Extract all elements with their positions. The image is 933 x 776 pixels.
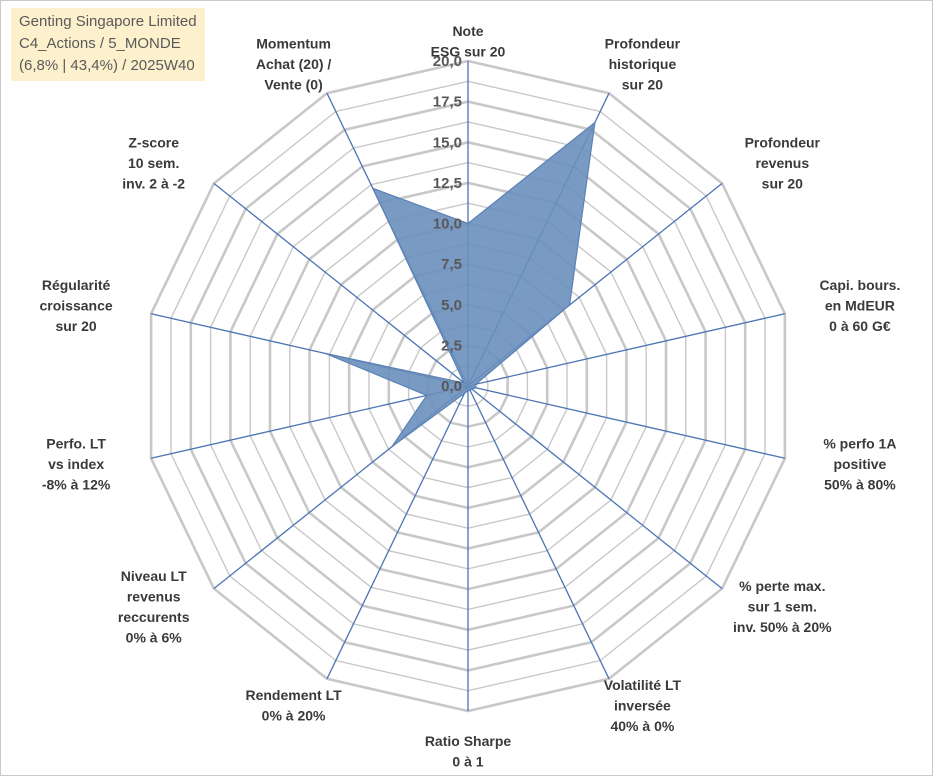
axis-labels: Note ESG sur 20 Profondeur historique sur 20… xyxy=(40,23,901,770)
data-point xyxy=(391,446,393,448)
axis-label-line: -8% à 12% xyxy=(42,477,111,493)
axis-label-line: Rendement LT xyxy=(245,687,342,703)
tick-label: 15,0 xyxy=(433,134,462,151)
axis-label-line: Perfo. LT xyxy=(46,436,106,452)
axis-label-line: % perte max. xyxy=(739,578,825,594)
axis-label-line: 0% à 6% xyxy=(126,630,183,646)
data-point xyxy=(594,121,596,124)
axis-label-line: sur 20 xyxy=(55,318,96,334)
data-series xyxy=(324,121,596,448)
axis-label-line: en MdEUR xyxy=(825,298,895,314)
data-point xyxy=(372,187,374,190)
axis-label: Capi. bours. en MdEUR 0 à 60 G€ xyxy=(819,277,900,334)
axis-label-line: Z-score xyxy=(128,134,179,150)
axis-label: Ratio Sharpe 0 à 1 xyxy=(425,733,512,770)
axis-label: Volatilité LT inversée 40% à 0% xyxy=(604,677,682,734)
axis-label-line: historique xyxy=(609,56,677,72)
tick-label: 12,5 xyxy=(433,175,462,192)
axis-label-line: 10 sem. xyxy=(128,155,179,171)
axis-label-line: revenus xyxy=(755,155,809,171)
axis-label: % perte max. sur 1 sem. inv. 50% à 20% xyxy=(733,578,832,635)
tick-label: 2,5 xyxy=(441,337,462,354)
axis-spoke xyxy=(150,385,469,459)
axis-label-line: 0 à 1 xyxy=(452,754,483,770)
title-line-metrics: (6,8% | 43,4%) / 2025W40 xyxy=(19,57,195,74)
tick-label: 0,0 xyxy=(441,378,462,395)
axis-label-line: ESG sur 20 xyxy=(431,44,506,60)
axis-spoke xyxy=(467,385,723,590)
axis-label-line: Niveau LT xyxy=(121,568,187,584)
axis-label: % perfo 1A positive 50% à 80% xyxy=(823,436,896,493)
axis-label-line: 50% à 80% xyxy=(824,477,896,493)
axis-label-line: Note xyxy=(452,23,483,39)
axis-label: Profondeur historique sur 20 xyxy=(605,36,681,93)
axis-label-line: revenus xyxy=(127,589,181,605)
axis-label-line: Momentum xyxy=(256,36,331,52)
axis-spoke xyxy=(467,313,786,387)
title-line-company: Genting Singapore Limited xyxy=(19,13,197,30)
axis-label-line: Vente (0) xyxy=(264,77,322,93)
axis-spoke xyxy=(467,385,610,680)
axis-label: Régularité croissance sur 20 xyxy=(40,277,113,334)
axis-label-line: reccurents xyxy=(118,609,190,625)
tick-label: 20,0 xyxy=(433,53,462,70)
axis-spoke xyxy=(213,182,469,387)
data-point xyxy=(426,394,428,397)
title-line-category: C4_Actions / 5_MONDE xyxy=(19,35,181,52)
axis-label: Rendement LT 0% à 20% xyxy=(245,687,342,724)
tick-label: 7,5 xyxy=(441,256,462,273)
tick-labels: 0,0 2,5 5,0 7,5 10,0 12,5 15,0 17,5 20,0 xyxy=(433,53,462,395)
axis-label-line: positive xyxy=(833,456,886,472)
axis-label-line: vs index xyxy=(48,456,104,472)
data-point xyxy=(568,304,571,306)
data-point xyxy=(475,387,477,389)
axis-label-line: sur 1 sem. xyxy=(748,599,817,615)
axis-label: Note ESG sur 20 xyxy=(431,23,506,60)
axis-label-line: sur 20 xyxy=(622,77,663,93)
axis-label-line: inv. 50% à 20% xyxy=(733,619,832,635)
data-point xyxy=(469,389,471,392)
axis-label-line: 0 à 60 G€ xyxy=(829,318,891,334)
axis-label-line: Volatilité LT xyxy=(604,677,682,693)
axis-label-line: croissance xyxy=(40,298,113,314)
axis-spoke xyxy=(467,385,786,459)
tick-label: 5,0 xyxy=(441,297,462,314)
axis-label-line: Régularité xyxy=(42,277,111,293)
axis-label: Z-score 10 sem. inv. 2 à -2 xyxy=(122,134,185,191)
axis-label-line: sur 20 xyxy=(762,175,803,191)
axis-label: Niveau LT revenus reccurents 0% à 6% xyxy=(118,568,190,646)
axis-label: Momentum Achat (20) / Vente (0) xyxy=(256,36,332,93)
data-point xyxy=(467,222,469,225)
data-point xyxy=(463,382,466,384)
axis-spoke xyxy=(326,385,469,680)
axis-label: Perfo. LT vs index -8% à 12% xyxy=(42,436,111,493)
axis-label-line: Capi. bours. xyxy=(819,277,900,293)
axis-label-line: 0% à 20% xyxy=(262,708,326,724)
axis-label-line: inv. 2 à -2 xyxy=(122,175,185,191)
axis-label-line: Profondeur xyxy=(605,36,681,52)
axis-label-line: Ratio Sharpe xyxy=(425,733,512,749)
axis-label-line: inversée xyxy=(614,698,671,714)
tick-label: 17,5 xyxy=(433,94,462,111)
data-point xyxy=(471,388,473,390)
chart-title-box: Genting Singapore Limited C4_Actions / 5… xyxy=(11,8,205,81)
axis-label-line: % perfo 1A xyxy=(823,436,896,452)
data-point xyxy=(467,390,469,392)
axis-label-line: Profondeur xyxy=(745,134,821,150)
data-point xyxy=(324,352,327,355)
data-area xyxy=(325,121,596,448)
axis-label-line: Achat (20) / xyxy=(256,56,332,72)
axis-label: Profondeur revenus sur 20 xyxy=(745,134,821,191)
data-point xyxy=(475,383,477,386)
axis-label-line: 40% à 0% xyxy=(610,718,674,734)
tick-label: 10,0 xyxy=(433,216,462,233)
data-point xyxy=(463,392,466,395)
